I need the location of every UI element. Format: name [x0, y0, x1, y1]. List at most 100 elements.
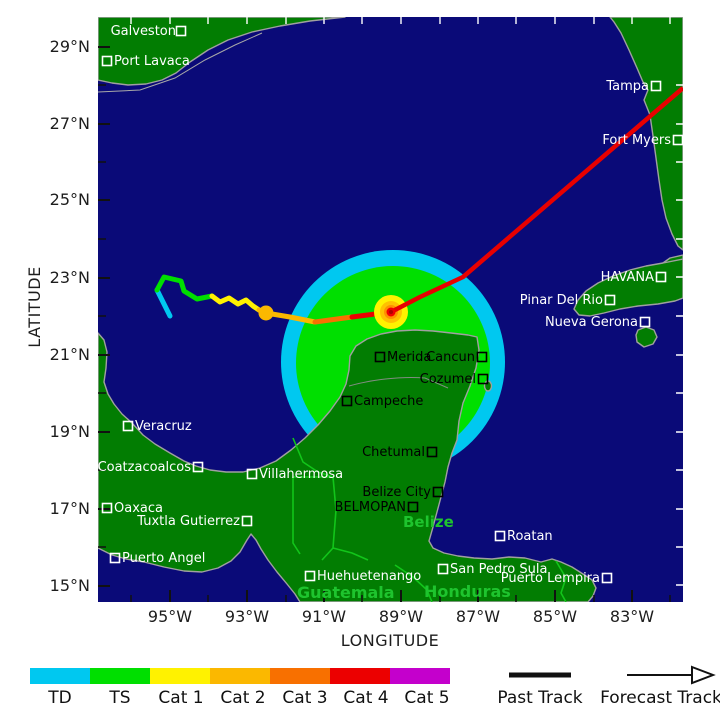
city-puerto-angel: Puerto Angel: [109, 551, 205, 566]
city-nueva-gerona: Nueva Gerona: [545, 315, 651, 330]
city-chetumal: Chetumal: [362, 445, 438, 460]
city-marker: [122, 420, 134, 432]
lon-tick-label: 83°W: [610, 607, 654, 626]
lat-tick-label: 19°N: [50, 422, 90, 441]
lon-tick-label: 95°W: [148, 607, 192, 626]
lon-tick-label: 89°W: [379, 607, 423, 626]
city-label: Roatan: [507, 529, 553, 544]
legend-swatch-cat1: [150, 668, 210, 684]
city-label: Tuxtla Gutierrez: [136, 514, 240, 529]
lon-minor-ticks: [130, 595, 671, 602]
forecast-track-line: [389, 86, 683, 314]
country-label-belize: Belize: [403, 513, 454, 531]
lon-tick-label: 87°W: [456, 607, 500, 626]
legend-label-cat3: Cat 3: [282, 688, 327, 708]
city-marker: [604, 294, 616, 306]
border-mexico-guatemala-north: [292, 437, 334, 478]
city-marker: [426, 446, 438, 458]
city-label: Galveston: [111, 24, 176, 39]
lon-tick-label: 91°W: [302, 607, 346, 626]
city-label: Belize City: [362, 485, 431, 500]
city-label: Huehuetenango: [317, 569, 421, 584]
city-marker: [494, 530, 506, 542]
city-marker: [109, 552, 121, 564]
city-oaxaca: Oaxaca: [101, 501, 163, 516]
lat-tick-label: 29°N: [50, 37, 90, 56]
legend-swatch-td: [30, 668, 90, 684]
border-guatemala-belize: [321, 476, 337, 561]
city-label: Cancun: [426, 350, 475, 365]
city-marker: [101, 55, 113, 67]
city-label: Merida: [387, 350, 431, 365]
past-track-cat3: [312, 314, 355, 325]
city-marker: [341, 395, 353, 407]
city-fort-myers: Fort Myers: [602, 133, 683, 148]
lat-tick-label: 15°N: [50, 576, 90, 595]
border-guatemala-honduras: [394, 564, 433, 602]
yucatan-state-line: [348, 377, 449, 389]
city-marker: [672, 134, 683, 146]
storm-center-core: [389, 310, 393, 314]
city-veracruz: Veracruz: [122, 419, 192, 434]
forecast-track-arrowhead: [691, 665, 716, 685]
city-marker: [241, 515, 253, 527]
country-label-honduras: Honduras: [424, 582, 511, 601]
city-label: Puerto Lempira: [501, 571, 600, 586]
land-mexico-central-america: [98, 329, 597, 602]
city-label: Fort Myers: [602, 133, 671, 148]
city-marker: [601, 572, 613, 584]
city-tuxtla-gutierrez: Tuxtla Gutierrez: [136, 514, 253, 529]
lat-tick-label: 27°N: [50, 114, 90, 133]
right-graticule-ticks: [676, 84, 683, 586]
city-marker: [304, 570, 316, 582]
city-coatzacoalcos: Coatzacoalcos: [98, 460, 204, 475]
city-puerto-lempira: Puerto Lempira: [501, 571, 613, 586]
legend-label-ts: TS: [108, 688, 130, 708]
city-belmopan: BELMOPAN: [335, 500, 419, 515]
city-label: Nueva Gerona: [545, 315, 638, 330]
city-label: Pinar Del Rio: [520, 293, 603, 308]
city-marker: [407, 501, 419, 513]
top-graticule-ticks: [130, 17, 671, 24]
lon-major-ticks: [169, 590, 633, 602]
city-tampa: Tampa: [605, 79, 662, 94]
city-marker: [655, 271, 667, 283]
city-marker: [650, 80, 662, 92]
city-label: Oaxaca: [114, 501, 163, 516]
border-mexico-guatemala-west: [292, 477, 301, 555]
legend-swatch-cat3: [270, 668, 330, 684]
city-marker: [477, 373, 489, 385]
city-label: BELMOPAN: [335, 500, 406, 515]
city-label: San Pedro Sula: [450, 562, 547, 577]
lat-tick-label: 21°N: [50, 345, 90, 364]
forecast-track-legend-label: Forecast Track: [600, 688, 720, 708]
city-cancun: Cancun: [426, 350, 488, 365]
legend-swatch-cat2: [210, 668, 270, 684]
city-galveston: Galveston: [111, 24, 187, 39]
city-label: HAVANA: [601, 270, 655, 285]
border-guatemala-south: [332, 547, 369, 561]
legend-label-cat4: Cat 4: [343, 688, 388, 708]
city-marker: [476, 351, 488, 363]
legend-swatch-cat5: [390, 668, 450, 684]
city-marker: [639, 316, 651, 328]
city-label: Veracruz: [135, 419, 192, 434]
lon-axis-title: LONGITUDE: [341, 631, 439, 650]
city-havana: HAVANA: [601, 270, 667, 285]
past-position-dot: [258, 305, 274, 321]
city-marker: [192, 461, 204, 473]
lat-tick-label: 23°N: [50, 268, 90, 287]
country-label-guatemala: Guatemala: [297, 583, 395, 602]
lat-major-ticks: [98, 46, 110, 587]
city-campeche: Campeche: [341, 394, 423, 409]
city-label: Campeche: [354, 394, 423, 409]
city-pinar-del-rio: Pinar Del Rio: [520, 293, 616, 308]
legend-label-cat2: Cat 2: [220, 688, 265, 708]
past-track-ts: [154, 274, 215, 302]
lat-axis-title: LATITUDE: [25, 266, 44, 347]
legend-swatch-ts: [90, 668, 150, 684]
land-florida: [609, 17, 683, 251]
legend-swatch-cat4: [330, 668, 390, 684]
city-marker: [246, 468, 258, 480]
